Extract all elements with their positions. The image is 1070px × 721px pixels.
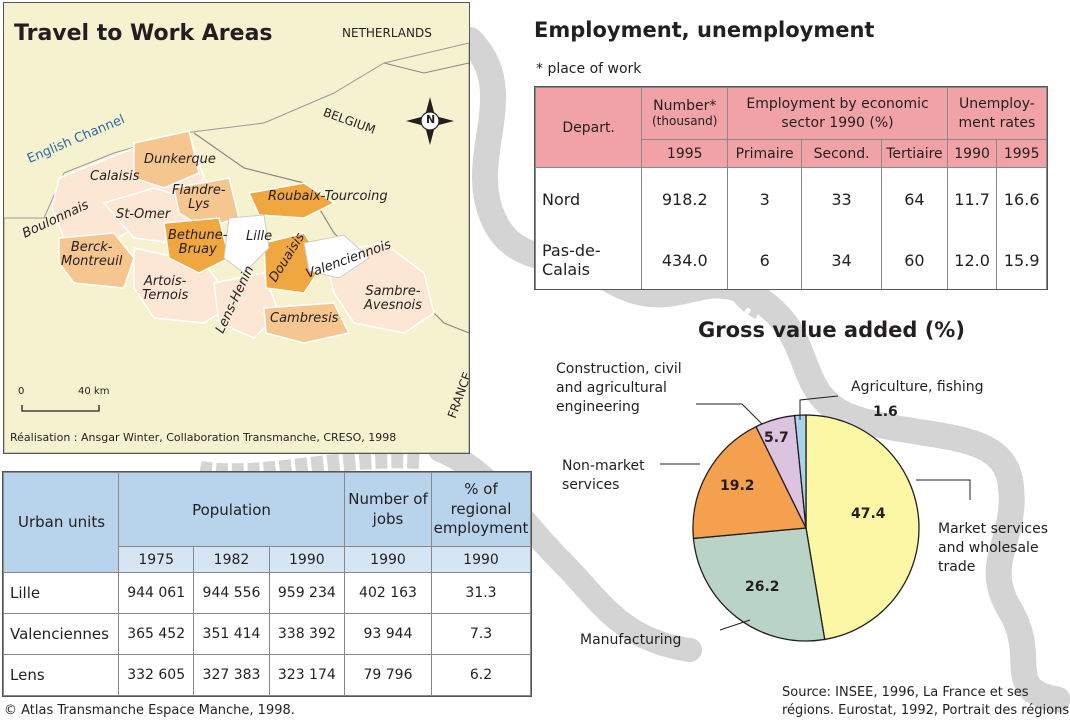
table-row: Pas-de-Calais 434.0 6 34 60 12.0 15.9 [534, 231, 1047, 289]
row-pct: 31.3 [431, 572, 531, 614]
label-flandre-lys: Flandre- Lys [172, 183, 226, 212]
employment-table: Depart. Number* (thousand) Employment by… [534, 86, 1048, 290]
row-number: 434.0 [641, 231, 729, 289]
pie-title: Gross value added (%) [698, 318, 965, 342]
pie-value-manufacturing: 26.2 [745, 579, 780, 595]
row-second: 33 [801, 167, 883, 232]
map-credit: Réalisation : Ansgar Winter, Collaborati… [10, 431, 397, 444]
row-tertiaire: 60 [881, 231, 948, 289]
scale-end: 40 km [78, 386, 110, 397]
pie-label-non-market: Non-market services [562, 458, 645, 493]
header-number-label: Number* [653, 98, 717, 115]
table-row: Lens 332 605 327 383 323 174 79 796 6.2 [3, 654, 531, 696]
label-sambre-avesnois: Sambre- Avesnois [364, 284, 422, 313]
row-1975: 365 452 [117, 613, 195, 655]
pie-slice-manufacturing [692, 527, 826, 642]
header-1975: 1975 [117, 546, 195, 573]
copyright: © Atlas Transmanche Espace Manche, 1998. [4, 703, 295, 718]
row-u1995: 15.9 [996, 231, 1047, 289]
label-dunkerque: Dunkerque [144, 152, 216, 167]
row-u1990: 11.7 [946, 167, 998, 232]
row-primaire: 3 [727, 167, 803, 232]
urban-units-table: Urban units Population Number of jobs % … [2, 471, 532, 697]
scale-start: 0 [18, 386, 25, 397]
header-number-of-jobs: Number of jobs [344, 472, 432, 547]
pie-value-non-market: 19.2 [720, 478, 755, 494]
label-lille: Lille [246, 229, 273, 244]
header-1982: 1982 [193, 546, 270, 573]
header-u1990: 1990 [946, 139, 998, 168]
header-tertiaire: Tertiaire [881, 139, 948, 168]
row-jobs: 79 796 [344, 654, 432, 696]
row-u1990: 12.0 [946, 231, 998, 289]
row-1982: 327 383 [193, 654, 270, 696]
map-graphic [4, 42, 469, 453]
source-note: Source: INSEE, 1996, La France et ses ré… [782, 685, 1070, 718]
pie-slices [692, 414, 920, 642]
header-1990: 1990 [268, 546, 346, 573]
row-pct: 7.3 [431, 613, 531, 655]
label-roubaix-tourcoing: Roubaix-Tourcoing [268, 189, 388, 204]
row-1990: 338 392 [268, 613, 346, 655]
header-second: Second. [801, 139, 883, 168]
header-number-unit: (thousand) [652, 113, 718, 128]
pie-label-agriculture: Agriculture, fishing [851, 379, 984, 395]
row-1990: 959 234 [268, 572, 346, 614]
row-jobs: 402 163 [344, 572, 432, 614]
header-primaire: Primaire [727, 139, 803, 168]
row-unit: Valenciennes [3, 613, 119, 655]
pie-slice-market [805, 414, 920, 641]
row-depart: Nord [534, 167, 643, 232]
row-u1995: 16.6 [996, 167, 1047, 232]
header-urban-units: Urban units [3, 472, 119, 573]
pie-leader-lines [660, 395, 971, 631]
row-1975: 332 605 [117, 654, 195, 696]
map-title: Travel to Work Areas [14, 21, 273, 46]
pie-label-market: Market services and wholesale trade [938, 521, 1049, 575]
pie-value-construction: 5.7 [764, 430, 789, 446]
label-st-omer: St-Omer [116, 207, 171, 222]
header-u1995: 1995 [996, 139, 1047, 168]
label-bethune-bruay: Bethune- Bruay [168, 228, 228, 257]
row-unit: Lens [3, 654, 119, 696]
header-jobs-year: 1990 [344, 546, 432, 573]
row-primaire: 6 [727, 231, 803, 289]
label-berck-montreuil: Berck- Montreuil [61, 240, 123, 269]
header-pct-regional: % of regional employment [431, 472, 531, 547]
row-1982: 351 414 [193, 613, 270, 655]
label-calaisis: Calaisis [90, 169, 140, 184]
pie-value-market: 47.4 [851, 506, 886, 522]
employment-note: * place of work [536, 61, 642, 77]
employment-title: Employment, unemployment [534, 18, 875, 42]
row-1990: 323 174 [268, 654, 346, 696]
table-row: Valenciennes 365 452 351 414 338 392 93 … [3, 613, 531, 655]
header-population: Population [118, 472, 345, 547]
header-unemployment: Unemploy-ment rates [946, 87, 1048, 140]
row-tertiaire: 64 [881, 167, 948, 232]
row-number: 918.2 [641, 167, 729, 232]
table-row: Lille 944 061 944 556 959 234 402 163 31… [3, 572, 531, 614]
header-sector: Employment by economic sector 1990 (%) [727, 87, 948, 140]
header-pct-year: 1990 [431, 546, 531, 573]
pie-value-agriculture: 1.6 [873, 404, 898, 420]
row-second: 34 [801, 231, 883, 289]
row-jobs: 93 944 [344, 613, 432, 655]
pie-label-construction: Construction, civil and agricultural eng… [556, 361, 682, 415]
pie-slice-non-market [692, 425, 808, 540]
pie-label-manufacturing: Manufacturing [580, 632, 682, 648]
table-row: Nord 918.2 3 33 64 11.7 16.6 [534, 167, 1047, 232]
header-depart: Depart. [534, 87, 643, 168]
row-pct: 6.2 [431, 654, 531, 696]
travel-to-work-map: Travel to Work Areas NETHERLANDS BELGIUM… [3, 2, 470, 454]
label-cambresis: Cambresis [270, 311, 339, 326]
row-1975: 944 061 [117, 572, 195, 614]
row-depart: Pas-de-Calais [534, 231, 643, 289]
compass-n: N [426, 113, 436, 126]
header-year-1995: 1995 [641, 139, 729, 168]
row-unit: Lille [3, 572, 119, 614]
label-netherlands: NETHERLANDS [342, 26, 432, 40]
label-artois-ternois: Artois- Ternois [142, 274, 189, 303]
row-1982: 944 556 [193, 572, 270, 614]
